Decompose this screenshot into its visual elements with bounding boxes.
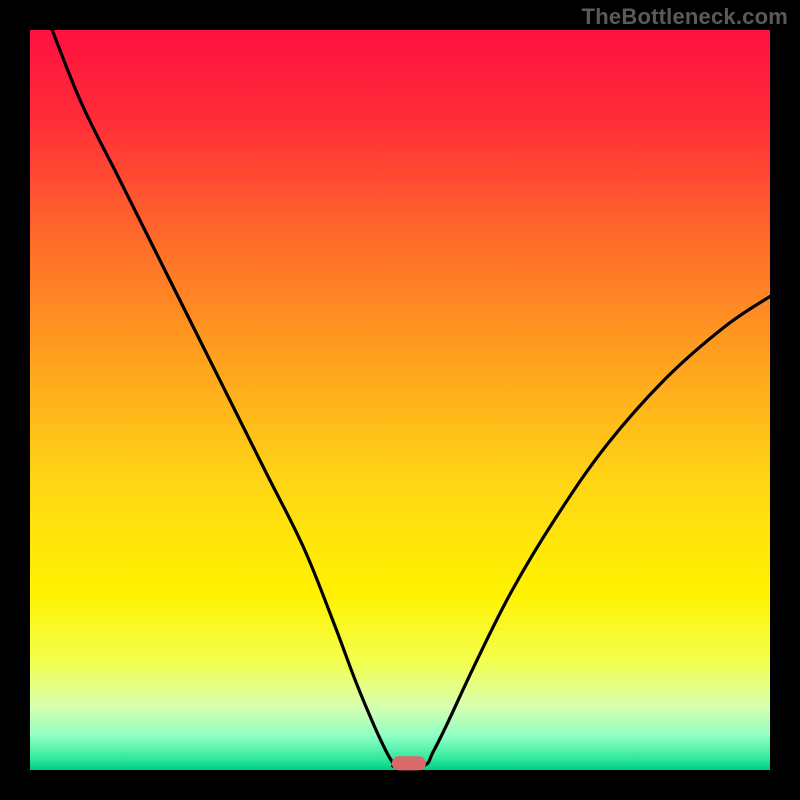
- watermark-text: TheBottleneck.com: [582, 4, 788, 30]
- bottleneck-chart: [0, 0, 800, 800]
- optimal-marker: [392, 756, 426, 770]
- chart-background: [30, 30, 770, 770]
- chart-frame: { "watermark": "TheBottleneck.com", "cha…: [0, 0, 800, 800]
